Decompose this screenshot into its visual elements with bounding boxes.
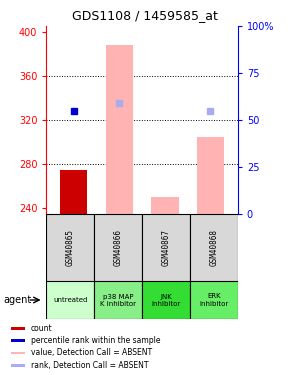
Bar: [190, 214, 238, 281]
Bar: [197, 136, 224, 214]
Bar: [106, 45, 133, 214]
Bar: [11, 364, 25, 367]
Text: JNK
inhibitor: JNK inhibitor: [151, 294, 181, 306]
Text: rank, Detection Call = ABSENT: rank, Detection Call = ABSENT: [30, 361, 148, 370]
Text: percentile rank within the sample: percentile rank within the sample: [30, 336, 160, 345]
Bar: [11, 339, 25, 342]
Bar: [142, 214, 190, 281]
Bar: [11, 327, 25, 330]
Text: p38 MAP
K inhibitor: p38 MAP K inhibitor: [100, 294, 136, 306]
Bar: [94, 281, 142, 319]
Text: GSM40868: GSM40868: [209, 229, 218, 266]
Bar: [94, 214, 142, 281]
Text: value, Detection Call = ABSENT: value, Detection Call = ABSENT: [30, 348, 152, 357]
Text: count: count: [30, 324, 52, 333]
Bar: [60, 170, 87, 214]
Text: agent: agent: [3, 295, 31, 305]
Text: ERK
inhibitor: ERK inhibitor: [199, 294, 229, 306]
Bar: [151, 197, 179, 214]
Text: untreated: untreated: [53, 297, 88, 303]
Bar: [46, 281, 94, 319]
Bar: [190, 281, 238, 319]
Text: GDS1108 / 1459585_at: GDS1108 / 1459585_at: [72, 9, 218, 22]
Bar: [11, 351, 25, 354]
Bar: [46, 214, 94, 281]
Text: GSM40865: GSM40865: [66, 229, 75, 266]
Text: GSM40867: GSM40867: [162, 229, 171, 266]
Text: GSM40866: GSM40866: [114, 229, 123, 266]
Bar: [142, 281, 190, 319]
